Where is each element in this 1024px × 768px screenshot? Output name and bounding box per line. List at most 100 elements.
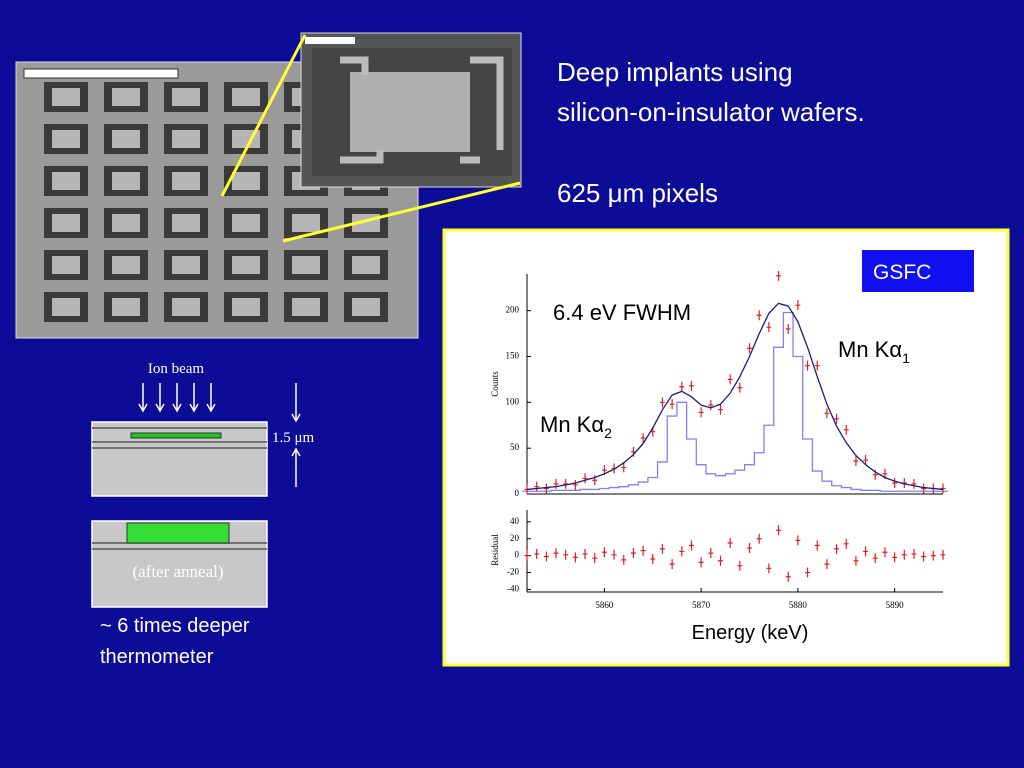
pixel-core	[112, 172, 140, 190]
data-point	[727, 537, 733, 548]
pixel-core	[352, 298, 380, 316]
data-point	[640, 545, 646, 556]
pixel-core	[232, 88, 260, 106]
caption-line: ~ 6 times deeper	[100, 615, 250, 637]
y-tick-label: 100	[506, 396, 520, 406]
y-tick-label: 200	[506, 305, 520, 315]
pixel-core	[172, 130, 200, 148]
annealed-layer	[126, 522, 230, 544]
data-point	[698, 557, 704, 568]
data-point	[737, 382, 743, 393]
pixel-grid	[44, 82, 388, 322]
data-point	[630, 548, 636, 559]
model-curve	[526, 302, 944, 491]
pixel-core	[232, 256, 260, 274]
data-point	[669, 399, 675, 410]
data-point	[814, 360, 820, 371]
pixel-core	[292, 256, 320, 274]
data-point	[601, 547, 607, 558]
data-point	[737, 560, 743, 571]
data-point	[892, 552, 898, 563]
y-tick-label: 150	[506, 351, 520, 361]
pixel-core	[112, 130, 140, 148]
peak-label-text: Mn Kα	[540, 412, 604, 437]
x-tick-label: 5860	[595, 600, 614, 610]
y-axis-label: Counts	[490, 371, 500, 397]
data-point	[805, 360, 811, 371]
pixel-core	[232, 214, 260, 232]
implant-diagram: Ion beam 1.5 μm (after anneal)	[91, 361, 315, 608]
data-point	[824, 559, 830, 570]
inset-pixel	[350, 72, 470, 152]
data-point	[853, 555, 859, 566]
inset-legs	[340, 56, 504, 164]
data-point	[795, 535, 801, 546]
data-point	[843, 424, 849, 435]
pixel-core	[52, 298, 80, 316]
data-point	[669, 559, 675, 570]
data-point	[853, 456, 859, 466]
data-point	[776, 525, 782, 536]
chart-panel	[442, 228, 1010, 667]
heading-line: Deep implants using	[557, 57, 793, 87]
data-point	[679, 546, 685, 557]
data-point	[621, 554, 627, 565]
y-tick-label: -20	[507, 567, 519, 577]
pixel-core	[172, 88, 200, 106]
anneal-label: (after anneal)	[132, 562, 223, 581]
peak-label: Mn Kα2	[540, 412, 612, 441]
data-point	[592, 553, 598, 564]
data-point	[901, 549, 907, 560]
pixel-core	[172, 214, 200, 232]
data-point	[708, 548, 714, 559]
data-point	[582, 548, 588, 559]
data-point	[659, 543, 665, 554]
data-point	[930, 550, 936, 561]
data-point	[940, 483, 946, 494]
pixel-core	[292, 214, 320, 232]
data-point	[776, 270, 782, 281]
badge: GSFC	[873, 261, 931, 284]
data-point	[863, 546, 869, 557]
peak-label-text: Mn Kα	[838, 337, 902, 362]
pixel-core	[52, 214, 80, 232]
data-point	[872, 553, 878, 564]
micrograph	[15, 32, 522, 339]
y-tick-label: -40	[507, 584, 519, 594]
data-point	[650, 554, 656, 565]
depth-label: 1.5 μm	[272, 430, 315, 446]
data-point	[882, 547, 888, 558]
data-point	[698, 407, 704, 418]
y-axis-label: Residual	[490, 534, 500, 566]
data-point	[766, 322, 772, 333]
peak-label-sub: 1	[902, 350, 910, 366]
inset-scale	[305, 37, 355, 44]
pixel-core	[352, 256, 380, 274]
data-point	[621, 462, 627, 473]
data-point	[824, 408, 830, 419]
data-point	[659, 397, 665, 408]
y-tick-label: 0	[515, 488, 520, 498]
data-point	[795, 300, 801, 311]
beam-label: Ion beam	[148, 361, 205, 377]
data-point	[611, 549, 617, 560]
heading-line: silicon-on-insulator wafers.	[557, 97, 865, 127]
data-point	[785, 324, 791, 334]
data-point	[940, 549, 946, 560]
data-point	[834, 413, 840, 424]
y-tick-label: 40	[510, 516, 520, 526]
implant-layer	[130, 432, 222, 439]
pixel-core	[172, 172, 200, 190]
data-point	[543, 551, 549, 562]
pixel-core	[172, 298, 200, 316]
pixel-core	[292, 298, 320, 316]
data-point	[863, 455, 869, 466]
data-point	[572, 479, 578, 490]
zoom-line	[282, 181, 521, 243]
pixel-core	[52, 256, 80, 274]
data-point	[727, 374, 733, 385]
data-point	[814, 540, 820, 551]
pixel-core	[112, 298, 140, 316]
data-point	[843, 538, 849, 549]
